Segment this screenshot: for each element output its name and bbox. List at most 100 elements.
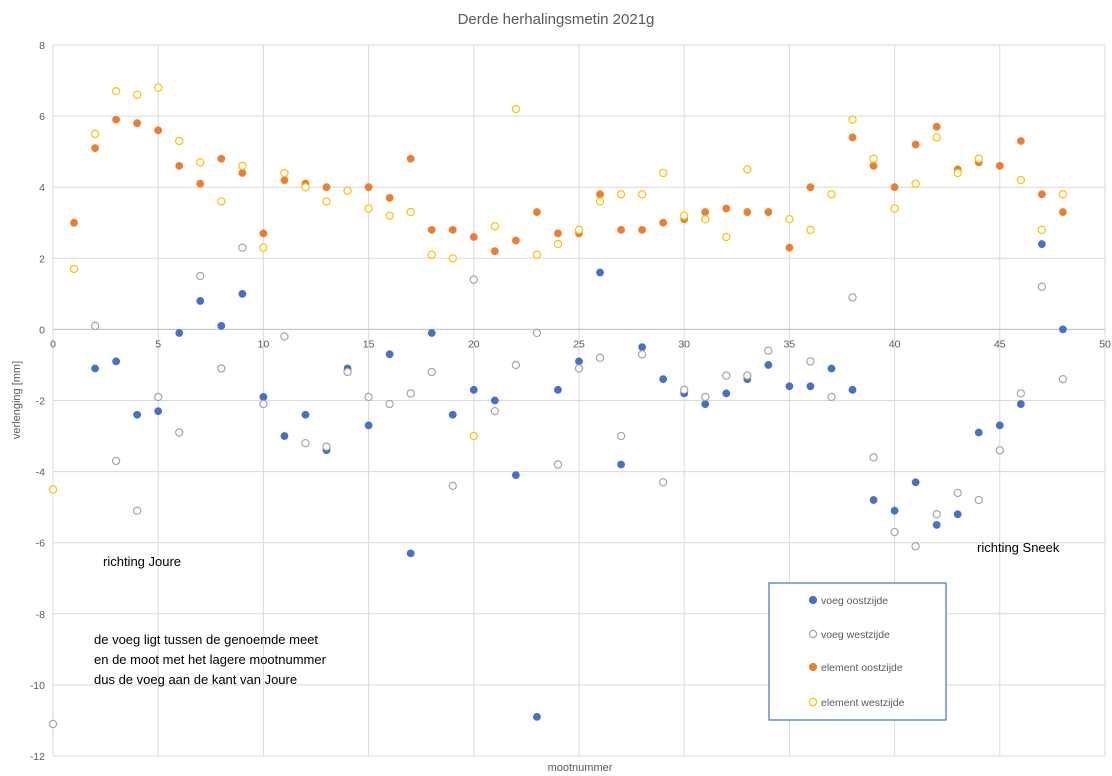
data-point <box>1037 240 1046 248</box>
data-point <box>932 133 941 142</box>
data-point <box>364 204 373 213</box>
data-point <box>658 478 668 487</box>
data-point <box>153 392 163 402</box>
y-tick-label: -12 <box>30 751 45 763</box>
data-point <box>175 136 184 146</box>
data-point <box>848 293 857 302</box>
annotation-note-line-2: en de moot met het lagere mootnummer <box>94 652 327 667</box>
y-tick-label: -4 <box>36 467 45 479</box>
x-tick-label: 35 <box>784 338 796 350</box>
data-point <box>343 186 352 195</box>
data-point <box>574 225 584 235</box>
data-point <box>869 453 878 462</box>
data-point <box>490 406 500 416</box>
data-point <box>806 382 815 391</box>
data-point <box>196 271 205 281</box>
data-point <box>659 218 668 227</box>
data-point <box>848 115 857 124</box>
data-point <box>575 357 583 366</box>
data-point <box>743 208 752 216</box>
data-point <box>469 385 478 394</box>
data-point <box>596 190 604 199</box>
data-point <box>448 481 457 491</box>
data-point <box>869 496 878 504</box>
data-point <box>764 208 773 216</box>
legend-marker <box>808 697 818 707</box>
data-point <box>806 183 815 192</box>
data-point <box>385 193 394 202</box>
data-point <box>701 214 710 224</box>
data-point <box>953 168 962 178</box>
data-point <box>90 129 100 139</box>
data-point <box>953 488 962 498</box>
data-point <box>616 431 626 441</box>
data-point <box>911 478 920 487</box>
y-tick-label: -2 <box>36 396 45 408</box>
axes <box>52 45 1105 756</box>
legend-items: voeg oostzijde voeg westzijde element oost… <box>808 595 905 709</box>
data-point <box>932 122 941 131</box>
data-point <box>238 243 247 252</box>
data-point <box>132 90 142 99</box>
data-point <box>217 154 226 163</box>
data-point <box>511 236 520 245</box>
data-point <box>932 510 941 519</box>
data-point <box>785 382 794 391</box>
data-point <box>995 446 1005 455</box>
data-point <box>553 460 563 469</box>
data-point <box>638 343 647 352</box>
data-point <box>890 204 899 213</box>
legend-label: element oostzijde <box>821 662 903 674</box>
data-point <box>385 350 394 359</box>
y-tick-label: -6 <box>36 538 45 550</box>
data-point <box>617 460 625 469</box>
data-point <box>406 549 415 558</box>
data-point <box>890 506 899 515</box>
data-points <box>48 83 1068 729</box>
data-point <box>280 332 289 341</box>
legend-marker <box>808 629 818 639</box>
data-point <box>574 364 584 373</box>
data-point <box>596 268 604 277</box>
data-point <box>111 87 121 96</box>
y-tick-label: 6 <box>39 111 45 123</box>
data-point <box>806 357 815 366</box>
data-point <box>827 190 836 199</box>
data-point <box>427 225 436 234</box>
data-point <box>743 165 752 174</box>
legend-label: voeg westzijde <box>821 629 890 641</box>
data-point <box>259 393 268 401</box>
x-tick-label: 5 <box>155 338 161 350</box>
tick-labels: -12 -10 -8 -6 -4 -2 0 2 4 6 8 0 5 10 15 20 25 30 35 40 45 50 <box>30 40 1111 763</box>
data-point <box>406 389 415 398</box>
data-point <box>995 161 1004 170</box>
data-point <box>848 385 857 394</box>
data-point <box>638 225 647 234</box>
data-point <box>1059 208 1067 216</box>
data-point <box>911 140 920 149</box>
data-point <box>764 346 773 355</box>
x-axis-label: mootnummer <box>548 762 613 774</box>
data-point <box>932 521 941 529</box>
data-point <box>448 254 457 263</box>
data-point <box>91 144 99 152</box>
data-point <box>785 243 794 252</box>
legend: voeg oostzijde voeg westzijde element oost… <box>768 582 947 721</box>
data-point <box>722 389 731 398</box>
data-point <box>827 364 836 373</box>
data-point <box>490 222 500 231</box>
data-point <box>869 154 878 163</box>
data-point <box>427 367 436 377</box>
data-point <box>1016 137 1025 145</box>
data-point <box>112 115 121 124</box>
legend-label: voeg oostzijde <box>821 595 888 607</box>
data-point <box>364 421 373 430</box>
data-point <box>659 375 668 384</box>
data-point <box>637 350 647 359</box>
data-point <box>280 168 289 178</box>
data-point <box>637 190 647 199</box>
legend-marker <box>808 595 818 605</box>
data-point <box>532 250 542 259</box>
data-point <box>196 158 205 167</box>
data-point <box>70 218 78 227</box>
